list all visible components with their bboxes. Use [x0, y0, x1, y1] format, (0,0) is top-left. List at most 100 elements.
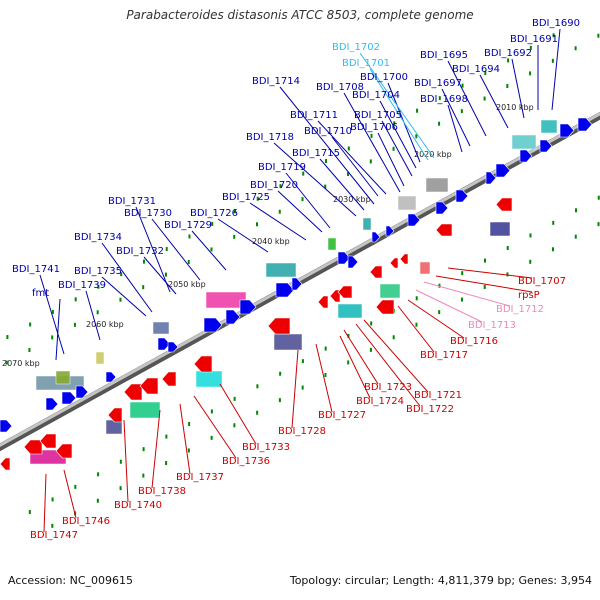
reverse-gene-arrow [107, 407, 123, 423]
label-leader [101, 242, 153, 313]
label-leader [319, 158, 365, 211]
reverse-gene-arrow [267, 317, 291, 335]
gene-label: BDI_1716 [450, 336, 498, 347]
gene-label: BDI_1738 [138, 486, 186, 497]
gene-label: BDI_1698 [420, 94, 468, 105]
label-leader [315, 343, 333, 413]
forward-gene-arrow [337, 251, 351, 265]
forward-gene-arrow [577, 117, 593, 132]
reverse-gene-arrow [337, 285, 353, 299]
label-leader [343, 329, 379, 385]
scale-label: 2050 kbp [168, 280, 206, 289]
gene-label: BDI_1734 [74, 232, 122, 243]
label-leader [379, 100, 417, 169]
label-leader [279, 86, 375, 205]
reverse-gene-arrow [193, 355, 213, 373]
reverse-gene-arrow [139, 377, 159, 395]
forward-gene-arrow [225, 309, 241, 325]
gene-label: BDI_1691 [510, 34, 558, 45]
gene-labels: BDI_1690 BDI_1691 BDI_1692 BDI_1694 BDI_1695… [12, 18, 580, 541]
gene-label: BDI_1724 [356, 396, 404, 407]
gene-label: BDI_1708 [316, 82, 364, 93]
gene-label: fmt [32, 288, 49, 299]
feature-box [195, 370, 223, 388]
feature-box [95, 351, 105, 365]
gene-label: BDI_1704 [352, 90, 400, 101]
label-leader [359, 52, 435, 159]
gene-label: BDI_1697 [414, 78, 462, 89]
feature-box [397, 195, 417, 211]
gene-label: BDI_1735 [74, 266, 122, 277]
label-leader [363, 319, 429, 393]
gene-label: BDI_1730 [124, 208, 172, 219]
map-title: Parabacteroides distasonis ATCC 8503, co… [126, 8, 474, 22]
feature-box [489, 221, 511, 237]
scale-labels: 2010 kbp 2020 kbp 2030 kbp 2040 kbp 2050 kbp… [2, 103, 534, 368]
gene-label: BDI_1690 [532, 18, 580, 29]
label-leader [143, 256, 177, 295]
feature-box [425, 177, 449, 193]
forward-gene-arrow [61, 391, 77, 405]
label-leader [511, 58, 525, 119]
gene-label: BDI_1714 [252, 76, 300, 87]
label-leader [191, 230, 227, 271]
gene-label: BDI_1695 [420, 50, 468, 61]
gene-label: BDI_1740 [114, 500, 162, 511]
scale-label: 2030 kbp [333, 195, 371, 204]
forward-gene-arrow [0, 419, 13, 433]
genome-summary-text: Topology: circular; Length: 4,811,379 bp… [289, 574, 592, 587]
gene-label: BDI_1707 [518, 276, 566, 287]
scale-label: 2010 kbp [496, 103, 534, 112]
reverse-gene-arrow [435, 223, 453, 237]
label-leader [339, 335, 371, 399]
label-leader [217, 218, 269, 253]
reverse-gene-arrow [389, 257, 399, 269]
forward-gene-arrow [291, 277, 303, 291]
gene-label: BDI_1732 [116, 246, 164, 257]
label-leader [441, 88, 471, 147]
gene-label: BDI_1705 [354, 110, 402, 121]
label-leader [291, 349, 299, 429]
forward-gene-arrow [407, 213, 421, 227]
scale-label: 2020 kbp [414, 150, 452, 159]
gene-label: BDI_1692 [484, 48, 532, 59]
gene-label: BDI_1739 [58, 280, 106, 291]
gene-label: BDI_1719 [258, 162, 306, 173]
label-leaders [39, 28, 561, 533]
forward-gene-arrow [455, 189, 469, 203]
forward-gene-arrow [275, 282, 295, 298]
gene-label: BDI_1746 [62, 516, 110, 527]
gene-label: BDI_1737 [176, 472, 224, 483]
label-leader [317, 120, 387, 195]
gene-label: BDI_1700 [360, 72, 408, 83]
label-leader [219, 383, 257, 445]
label-leader [273, 142, 357, 217]
gene-label: BDI_1723 [364, 382, 412, 393]
label-leader [285, 172, 331, 229]
forward-gene-arrow [495, 163, 511, 178]
reverse-gene-arrow [369, 265, 383, 279]
forward-gene-arrow [385, 225, 395, 237]
gene-label: BDI_1721 [414, 390, 462, 401]
reverse-gene-arrow [399, 253, 409, 265]
feature-box [273, 333, 303, 351]
feature-box [327, 237, 337, 251]
label-leader [377, 132, 405, 187]
accession-text: Accession: NC_009615 [8, 574, 134, 587]
label-leader [179, 403, 191, 475]
forward-gene-arrow [559, 123, 575, 138]
forward-gene-arrow [539, 139, 553, 153]
feature-box [362, 217, 372, 231]
label-leader [551, 28, 561, 111]
label-leader [415, 289, 483, 323]
gene-label: BDI_1729 [164, 220, 212, 231]
label-leader [277, 190, 323, 233]
forward-gene-arrow [45, 397, 59, 411]
scale-label: 2040 kbp [252, 237, 290, 246]
gene-label: BDI_1725 [222, 192, 270, 203]
scale-ticks [5, 33, 600, 528]
label-leader [479, 74, 509, 129]
feature-box [419, 261, 431, 275]
gene-label: BDI_1694 [452, 64, 500, 75]
label-leader [381, 120, 413, 177]
